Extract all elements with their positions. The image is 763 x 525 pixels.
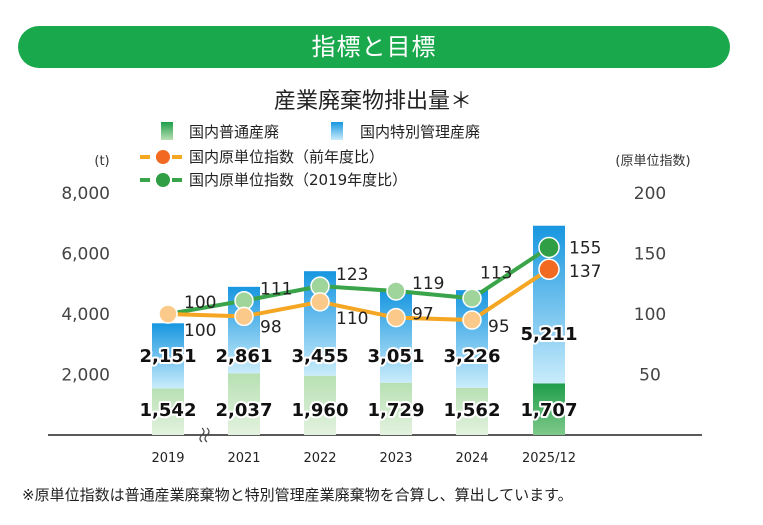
point-prev-index [386,307,406,328]
y2-tick-label: 200 [634,184,666,204]
label-bar-general: 1,960 [292,400,349,421]
label-prev-index: 110 [336,309,368,329]
x-tick-label: 2019 [151,451,184,466]
line-base-index [167,245,551,316]
label-prev-index: 95 [488,317,510,337]
legend-label-special: 国内特別管理産廃 [360,123,480,141]
y2-tick-label: 150 [634,245,666,265]
x-tick-label: 2022 [303,451,336,466]
point-base-index [386,281,406,301]
label-base-index: 119 [412,274,444,294]
label-bar-general: 1,729 [368,400,425,421]
label-prev-index: 100 [184,321,216,341]
legend-marker-base [156,173,170,187]
point-base-index [462,288,482,309]
label-bar-special: 2,861 [216,346,273,367]
legend-swatch-special [331,122,343,140]
y-tick-label: 4,000 [61,305,110,325]
bar-special [152,323,184,389]
point-base-index [538,236,560,259]
label-bar-general: 1,707 [521,400,578,421]
y2-tick-label: 100 [634,305,666,325]
x-tick-label: 2024 [455,451,488,466]
footnote: ※原単位指数は普通産業廃棄物と特別管理産業廃棄物を合算し、算出しています。 [22,486,573,504]
bar-general [456,387,488,435]
bar-general [304,375,336,435]
line-prev-index [167,267,551,323]
legend-label-prev: 国内原単位指数（前年度比） [189,148,384,166]
label-prev-index: 97 [412,305,434,325]
point-prev-index [538,258,560,280]
bar-special [380,290,412,383]
x-tick-label: 2023 [379,451,412,466]
label-bar-special: 2,151 [140,346,197,367]
bar-general [533,383,565,435]
label-base-index: 100 [184,293,216,313]
legend-label-base: 国内原単位指数（2019年度比） [189,171,407,189]
axis-break-mark [199,427,210,443]
y-tick-label: 2,000 [61,366,110,386]
label-base-index: 123 [336,265,368,285]
y-tick-label: 6,000 [61,245,110,265]
label-bar-special: 5,211 [521,324,578,345]
x-tick-label: 2025/12 [522,451,576,466]
label-base-index: 111 [260,280,292,300]
label-prev-index: 137 [569,262,601,282]
point-prev-index [158,304,178,324]
label-base-index: 155 [569,238,601,258]
point-prev-index [310,292,330,312]
legend-marker-prev [156,150,170,164]
y-tick-label: 8,000 [61,184,110,204]
label-prev-index: 98 [260,317,282,337]
y2-axis-unit: (原単位指数) [615,153,690,169]
y-axis-unit: (t) [94,154,109,169]
bar-general [152,388,184,435]
bar-general [380,382,412,435]
x-tick-label: 2021 [227,451,260,466]
label-bar-special: 3,226 [444,346,501,367]
label-bar-general: 1,562 [444,400,501,421]
bar-general [228,373,260,435]
point-prev-index [462,310,482,330]
label-bar-general: 1,542 [140,400,197,421]
legend-swatch-general [161,122,173,140]
section-banner: 指標と目標 [18,26,730,68]
label-bar-special: 3,455 [292,346,349,367]
label-base-index: 113 [480,263,512,283]
label-bar-special: 3,051 [368,346,425,367]
legend: 国内普通産廃 国内特別管理産廃 国内原単位指数（前年度比） 国内原単位指数（20… [140,122,480,189]
label-bar-general: 2,037 [216,400,273,421]
section-title: 指標と目標 [311,33,437,61]
chart-title: 産業廃棄物排出量＊ [274,89,472,114]
legend-label-general: 国内普通産廃 [189,123,279,141]
y2-tick-label: 50 [639,366,661,386]
point-prev-index [234,306,254,327]
